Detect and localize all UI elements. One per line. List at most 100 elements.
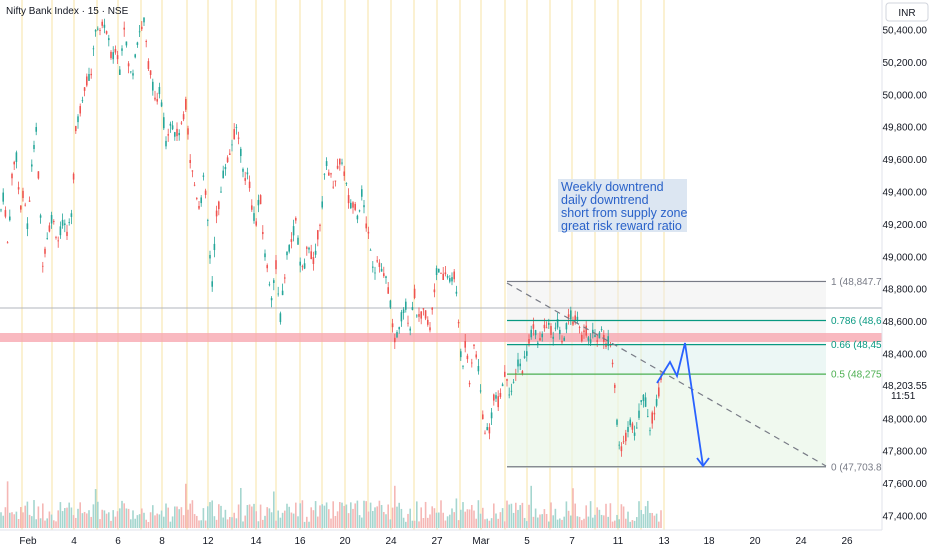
volume-bar — [345, 504, 348, 528]
volume-bar — [475, 518, 477, 528]
candle-body — [356, 215, 359, 220]
price-label: 49,600.00 — [883, 155, 928, 166]
volume-bar — [347, 513, 350, 528]
fib-retracement[interactable]: 1 (48,847.75 0.786 (48,60 0.66 (48,458 0.5 … — [507, 277, 890, 473]
volume-bar — [275, 520, 277, 528]
candle-body — [413, 288, 416, 298]
volume-bar — [224, 509, 227, 528]
volume-bar — [633, 520, 636, 528]
volume-bar — [627, 511, 629, 528]
volume-bar — [394, 485, 396, 528]
candle-body — [48, 225, 51, 232]
candle-body — [611, 362, 614, 365]
volume-bar — [391, 507, 394, 528]
candle-body — [26, 223, 29, 230]
volume-bar — [264, 515, 266, 528]
candle-body — [171, 125, 174, 130]
candle-body — [308, 247, 310, 250]
volume-bar — [308, 521, 310, 528]
volume-bar — [286, 503, 288, 528]
volume-bar — [614, 520, 616, 528]
candle-body — [24, 204, 26, 206]
projection-path[interactable] — [656, 342, 704, 467]
volume-bar — [596, 507, 598, 528]
volume-bar — [649, 512, 651, 528]
volume-bar — [15, 511, 18, 528]
time-label: 16 — [294, 536, 306, 547]
candle-body — [363, 205, 365, 208]
candle-body — [647, 416, 649, 417]
annotation-line: short from supply zone — [561, 206, 687, 220]
volume-bar — [154, 515, 156, 528]
volume-bar — [253, 503, 255, 528]
candle-body — [517, 359, 519, 367]
volume-bar — [642, 514, 645, 528]
candle-body — [389, 300, 392, 308]
time-label: 24 — [385, 536, 397, 547]
candle-body — [372, 266, 374, 268]
volume-bar — [295, 502, 297, 528]
candle-body — [290, 239, 293, 242]
candle-body — [640, 400, 642, 402]
candle-body — [651, 412, 653, 424]
candle-body — [138, 31, 141, 33]
volume-bar — [572, 488, 574, 528]
candle-body — [325, 161, 328, 167]
candle-body — [636, 427, 638, 429]
fib-level-label: 0.66 (48,458 — [831, 340, 888, 351]
volume-bar — [424, 501, 427, 528]
candle-body — [468, 382, 471, 385]
volume-bar — [365, 501, 367, 528]
volume-bar — [521, 502, 524, 528]
volume-bar — [534, 508, 537, 528]
volume-bar — [46, 518, 48, 528]
volume-bar — [451, 508, 453, 528]
volume-bar — [352, 508, 354, 528]
candle-body — [229, 153, 231, 155]
candle-body — [92, 48, 95, 50]
candle-body — [220, 191, 222, 193]
volume-bar — [565, 501, 568, 528]
volume-bar — [457, 520, 460, 528]
candle-body — [207, 220, 209, 222]
volume-bar — [198, 520, 200, 528]
annotation-box[interactable] — [558, 179, 687, 232]
candle-body — [121, 48, 123, 51]
volume-bar — [284, 510, 286, 528]
volume-bar — [455, 498, 458, 528]
volume-bar — [319, 505, 321, 528]
volume-bar — [130, 519, 132, 528]
volume-bar — [160, 510, 163, 528]
volume-bar — [442, 512, 444, 528]
candle-body — [286, 251, 288, 256]
candle-body — [451, 277, 453, 282]
time-label: 13 — [658, 536, 670, 547]
candle-body — [629, 419, 631, 426]
volume-bar — [193, 514, 196, 528]
candle-body — [545, 327, 548, 329]
currency-button[interactable] — [885, 2, 929, 22]
supply-zone[interactable] — [0, 333, 882, 342]
volume-bar — [517, 509, 519, 528]
volume-bar — [446, 516, 449, 528]
candle-body — [530, 329, 532, 338]
volume-bar — [550, 502, 552, 528]
candle-body — [88, 73, 90, 81]
symbol-label[interactable]: Nifty Bank Index · 15 · NSE — [6, 6, 129, 17]
volume-bar — [647, 500, 649, 528]
candle-body — [55, 237, 57, 239]
candle-body — [607, 336, 609, 347]
candle-body — [358, 210, 361, 212]
volume-bar — [77, 508, 79, 528]
candle-body — [332, 186, 334, 188]
volume-bar — [449, 514, 451, 528]
candle-body — [149, 70, 152, 75]
candle-body — [64, 223, 66, 225]
volume-bar — [108, 512, 110, 528]
candle-body — [20, 205, 22, 210]
volume-bar — [152, 505, 154, 528]
candle-body — [119, 69, 121, 75]
volume-bar — [526, 521, 528, 528]
volume-bar — [90, 516, 92, 528]
